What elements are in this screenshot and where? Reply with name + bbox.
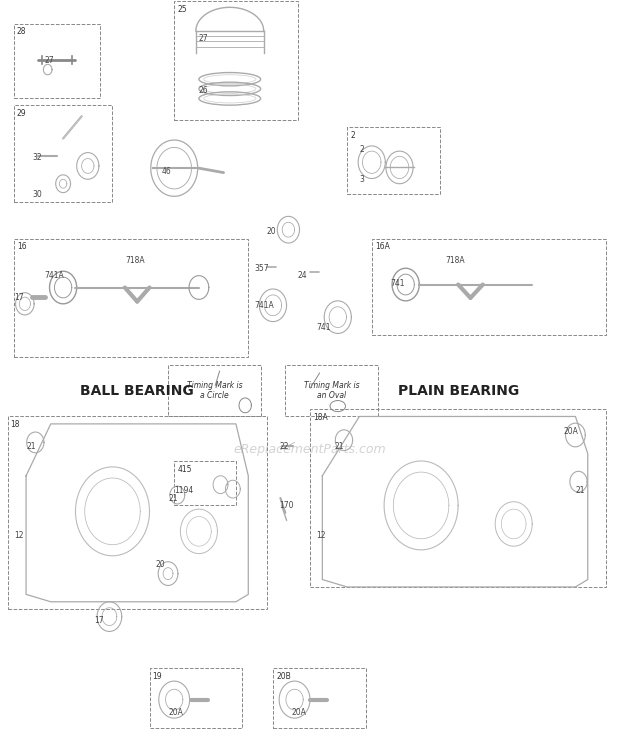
Text: 46: 46 — [162, 167, 172, 176]
Text: 357: 357 — [254, 263, 269, 273]
Text: 30: 30 — [32, 190, 42, 199]
Text: 741A: 741A — [45, 271, 64, 280]
Text: 22: 22 — [279, 442, 289, 451]
Text: 718A: 718A — [446, 257, 466, 266]
Text: 20: 20 — [156, 560, 166, 569]
Text: 32: 32 — [32, 153, 42, 161]
Text: 170: 170 — [279, 501, 294, 510]
Text: 18: 18 — [11, 420, 20, 429]
Text: PLAIN BEARING: PLAIN BEARING — [397, 383, 519, 397]
Text: 25: 25 — [177, 5, 187, 14]
Text: 29: 29 — [17, 109, 27, 118]
Text: 741: 741 — [316, 323, 330, 332]
Text: 2: 2 — [350, 131, 355, 140]
Text: 741: 741 — [390, 278, 405, 287]
Text: 12: 12 — [14, 530, 23, 539]
Text: 24: 24 — [298, 271, 308, 280]
Text: 741A: 741A — [254, 301, 274, 310]
Text: 20A: 20A — [563, 427, 578, 436]
Text: 2: 2 — [360, 145, 364, 154]
Text: BALL BEARING: BALL BEARING — [81, 383, 194, 397]
Text: 16: 16 — [17, 243, 27, 251]
Text: 718A: 718A — [125, 257, 144, 266]
Text: 415: 415 — [177, 465, 192, 474]
Text: 12: 12 — [316, 530, 326, 539]
Text: 27: 27 — [45, 57, 54, 65]
Text: 20A: 20A — [291, 708, 306, 717]
Text: Timing Mark is
a Circle: Timing Mark is a Circle — [187, 381, 242, 400]
Text: 20A: 20A — [168, 708, 183, 717]
Text: 16A: 16A — [375, 243, 390, 251]
Text: 28: 28 — [17, 28, 26, 36]
Text: 21: 21 — [575, 486, 585, 495]
Text: 21: 21 — [168, 493, 177, 502]
Text: 17: 17 — [14, 293, 24, 302]
Text: 17: 17 — [94, 616, 104, 625]
Text: 3: 3 — [360, 175, 365, 184]
Text: 20: 20 — [267, 227, 277, 236]
Text: 21: 21 — [335, 442, 344, 451]
Text: 20B: 20B — [276, 672, 291, 682]
Text: 26: 26 — [199, 86, 208, 94]
Text: 27: 27 — [199, 34, 208, 43]
Text: Timing Mark is
an Oval: Timing Mark is an Oval — [304, 381, 360, 400]
Text: eReplacementParts.com: eReplacementParts.com — [234, 443, 386, 456]
Text: 21: 21 — [26, 442, 35, 451]
Text: 18A: 18A — [313, 413, 328, 422]
Text: 19: 19 — [153, 672, 162, 682]
Text: 1194: 1194 — [174, 486, 193, 495]
